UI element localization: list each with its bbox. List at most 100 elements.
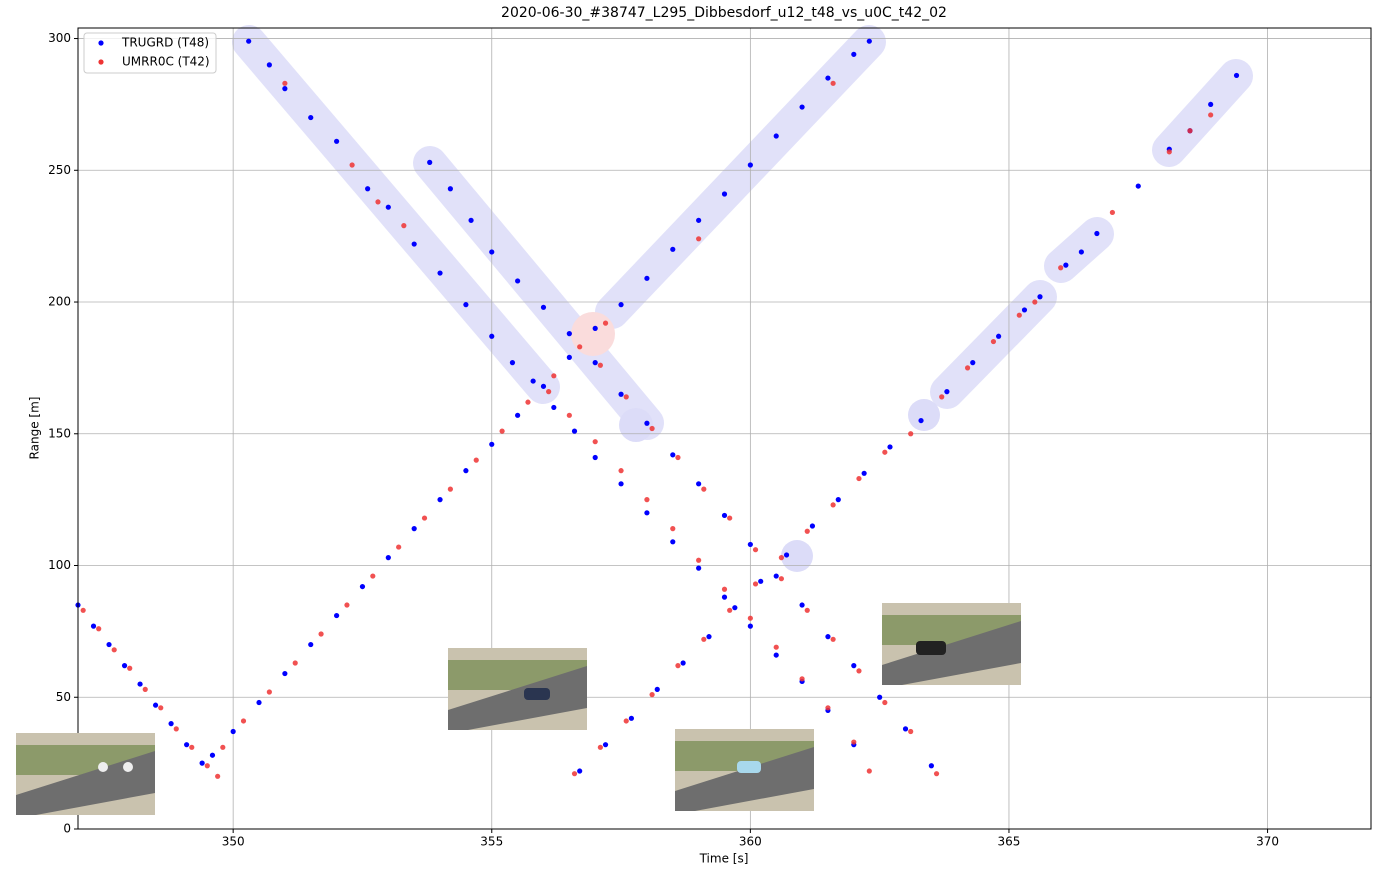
point	[758, 578, 764, 584]
point	[375, 199, 381, 205]
point	[856, 668, 862, 674]
y-tick-label: 0	[63, 822, 71, 836]
point	[551, 404, 557, 411]
point	[240, 718, 247, 724]
point	[701, 486, 707, 492]
point	[246, 38, 252, 44]
point	[902, 726, 909, 732]
point	[933, 771, 940, 777]
y-tick-label: 150	[48, 426, 71, 440]
point	[349, 162, 355, 168]
x-tick-label: 355	[480, 835, 503, 849]
point	[1208, 101, 1214, 108]
point	[152, 702, 159, 708]
track-halo	[232, 25, 560, 404]
point	[447, 186, 453, 192]
point	[189, 744, 195, 750]
point	[773, 644, 779, 650]
point	[835, 497, 841, 503]
point	[571, 771, 578, 777]
point	[1016, 312, 1022, 318]
x-tick-label: 350	[222, 835, 245, 849]
x-tick-label: 370	[1256, 835, 1279, 849]
legend: TRUGRD (T48) UMRR0C (T42)	[83, 32, 217, 74]
point	[282, 80, 288, 86]
camera-image	[675, 729, 814, 811]
plot-frame	[77, 27, 1372, 830]
point	[1208, 112, 1214, 118]
point	[799, 602, 805, 608]
point	[696, 217, 702, 223]
y-tick-label: 50	[56, 690, 71, 704]
point	[489, 249, 495, 255]
point	[385, 204, 391, 210]
point	[644, 420, 650, 426]
x-tick-label: 360	[739, 835, 762, 849]
point	[727, 515, 733, 521]
point	[111, 647, 117, 653]
point	[168, 721, 174, 727]
point	[928, 763, 934, 769]
point	[184, 742, 190, 748]
point	[220, 744, 226, 750]
point	[1032, 299, 1038, 305]
point	[1187, 128, 1193, 134]
point	[540, 383, 547, 389]
point	[804, 528, 810, 534]
point	[649, 425, 655, 432]
track-halo	[781, 540, 813, 572]
point	[861, 470, 867, 476]
track-halo	[571, 312, 615, 356]
point	[96, 626, 102, 632]
point	[204, 763, 210, 769]
point	[721, 191, 728, 197]
point	[230, 728, 236, 735]
point	[727, 607, 733, 613]
point	[385, 555, 391, 561]
legend-marker	[98, 59, 104, 65]
point	[851, 51, 857, 57]
track-halo	[930, 280, 1057, 409]
point	[644, 510, 650, 516]
point	[525, 399, 531, 405]
point	[778, 576, 784, 582]
point	[318, 631, 324, 637]
track-halo	[595, 25, 886, 329]
point	[427, 159, 433, 165]
track-halo	[908, 399, 940, 431]
point	[644, 497, 650, 503]
point	[344, 602, 350, 608]
point	[1021, 307, 1028, 313]
camera-image	[882, 603, 1021, 685]
point	[747, 541, 753, 548]
point	[830, 636, 836, 642]
point	[825, 75, 831, 81]
point	[696, 236, 702, 242]
point	[209, 752, 216, 758]
point	[1058, 265, 1064, 271]
halos	[232, 25, 1253, 572]
point	[799, 104, 805, 110]
point	[623, 718, 629, 724]
point	[701, 636, 707, 642]
point	[370, 573, 376, 579]
point	[830, 502, 836, 508]
point	[468, 217, 474, 223]
point	[396, 544, 402, 550]
point	[649, 692, 655, 698]
point	[1166, 149, 1172, 155]
point	[489, 441, 495, 447]
point	[80, 607, 86, 613]
point	[489, 333, 495, 339]
point	[577, 768, 583, 774]
point	[851, 663, 857, 669]
point	[830, 80, 836, 86]
point	[970, 360, 976, 366]
point	[675, 663, 681, 669]
point	[799, 676, 805, 682]
point	[773, 573, 779, 579]
point	[515, 412, 521, 418]
point	[546, 389, 552, 395]
point	[127, 665, 133, 671]
point	[597, 362, 603, 368]
